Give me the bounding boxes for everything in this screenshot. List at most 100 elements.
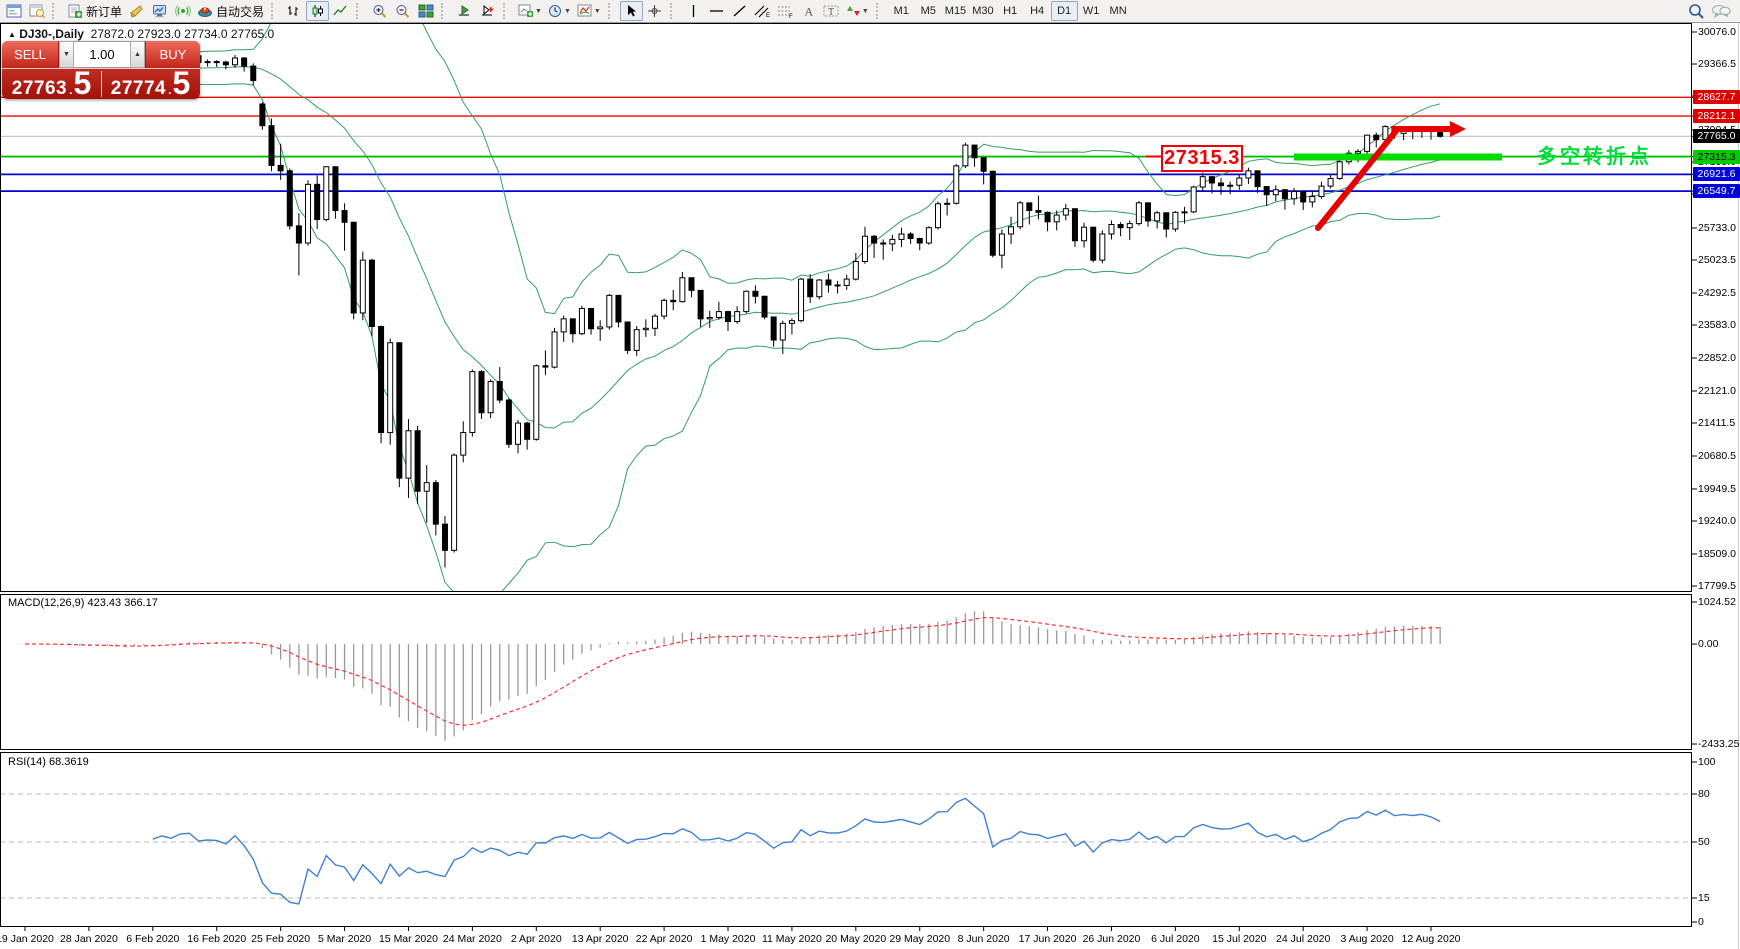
y-axis-label: 20680.5 xyxy=(1698,449,1736,462)
rsi-panel-lines xyxy=(1,793,1691,899)
y-axis-label: 18509.0 xyxy=(1698,547,1736,560)
tf-m1-button[interactable]: M1 xyxy=(893,5,909,17)
market-watch-icon[interactable] xyxy=(25,1,48,21)
sell-price-pips: 5 xyxy=(73,65,92,101)
macd-signal-line xyxy=(24,617,1441,726)
ohlc-high: 27923.0 xyxy=(137,27,181,41)
x-axis-label: 1 May 2020 xyxy=(700,933,756,945)
text-label-tool-icon[interactable]: T xyxy=(820,1,843,21)
fibonacci-tool-icon[interactable]: F xyxy=(774,1,797,21)
x-axis-label: 24 Jul 2020 xyxy=(1276,933,1331,945)
rsi-axis-label: 50 xyxy=(1698,836,1710,848)
toolbar-grip xyxy=(441,3,450,19)
rsi-axis-label: 15 xyxy=(1698,892,1710,904)
bar-chart-mode-icon[interactable] xyxy=(283,1,306,21)
x-axis-label: 11 May 2020 xyxy=(761,933,822,945)
panel-borders xyxy=(0,23,1739,949)
macd-axis-label: -2433.25 xyxy=(1698,738,1740,750)
candlestick-mode-icon[interactable] xyxy=(306,1,330,21)
sell-button[interactable]: SELL xyxy=(2,41,59,68)
ohlc-low: 27734.0 xyxy=(184,27,228,41)
price-callout-box[interactable]: 27315.3 xyxy=(1161,145,1243,172)
chevron-down-icon: ▼ xyxy=(861,7,869,15)
search-icon[interactable] xyxy=(1685,1,1708,21)
y-axis-label: 24292.5 xyxy=(1698,286,1736,299)
buy-price[interactable]: 27774. 5 xyxy=(101,67,200,99)
svg-text:T: T xyxy=(828,7,834,18)
new-chart-icon[interactable]: ▼ xyxy=(515,1,545,21)
vertical-line-tool-icon[interactable] xyxy=(682,1,705,21)
rsi-line xyxy=(152,797,1441,905)
horizontal-line-tool-icon[interactable] xyxy=(705,1,728,21)
macd-main-value: 423.43 xyxy=(87,597,122,609)
x-axis-label: 8 Jun 2020 xyxy=(957,933,1010,945)
axis-ticks xyxy=(24,31,1697,931)
toolbar-grip xyxy=(875,3,885,19)
tf-mn-button[interactable]: MN xyxy=(1109,5,1127,17)
tf-m5-button[interactable]: M5 xyxy=(920,5,936,17)
arrows-tool-icon[interactable]: ▼ xyxy=(843,1,872,21)
chevron-down-icon: ▼ xyxy=(563,7,571,15)
crosshair-icon[interactable] xyxy=(643,1,666,21)
price-level-badge: 28627.7 xyxy=(1693,90,1740,105)
x-axis-label: 2 Apr 2020 xyxy=(510,933,562,945)
toolbar-grip xyxy=(503,3,512,19)
text-tool-icon[interactable]: A xyxy=(797,1,820,21)
symbol-header: ▲ DJ30-,Daily 27872.0 27923.0 27734.0 27… xyxy=(8,27,274,41)
y-axis-label: 29366.5 xyxy=(1698,58,1736,71)
volume-input[interactable] xyxy=(74,41,130,68)
trendline-tool-icon[interactable] xyxy=(728,1,751,21)
tf-h4-button[interactable]: H4 xyxy=(1030,5,1045,17)
macd-indicator-label: MACD(12,26,9) 423.43 366.17 xyxy=(8,597,158,609)
rsi-axis-label: 100 xyxy=(1698,756,1716,768)
tile-windows-icon[interactable] xyxy=(414,1,437,21)
zoom-out-icon[interactable] xyxy=(391,1,414,21)
tf-m30-button[interactable]: M30 xyxy=(972,5,994,17)
x-axis-label: 5 Mar 2020 xyxy=(317,933,372,945)
tf-d1-button[interactable]: D1 xyxy=(1050,1,1078,21)
macd-signal-value: 366.17 xyxy=(124,597,158,609)
zoom-in-icon[interactable] xyxy=(368,1,391,21)
new-order-button[interactable]: 新订单 xyxy=(64,1,125,21)
y-axis-label: 19240.0 xyxy=(1698,514,1736,527)
price-level-badge: 26549.7 xyxy=(1693,184,1740,199)
price-divider xyxy=(101,71,102,97)
y-axis-label: 19949.5 xyxy=(1698,482,1736,495)
x-axis-label: 15 Mar 2020 xyxy=(378,933,438,945)
metaeditor-icon[interactable] xyxy=(125,1,148,21)
rsi-axis-label: 80 xyxy=(1698,788,1710,800)
autoscroll-icon[interactable] xyxy=(453,1,476,21)
buy-button[interactable]: BUY xyxy=(145,41,200,68)
autotrading-button[interactable]: 自动交易 xyxy=(194,1,267,21)
rsi-name: RSI(14) xyxy=(8,756,46,768)
signals-radar-icon[interactable] xyxy=(171,1,194,21)
x-axis-label: 13 Apr 2020 xyxy=(571,933,629,945)
volume-decrease-button[interactable]: ▼ xyxy=(59,41,74,68)
cursor-icon[interactable] xyxy=(619,1,643,21)
profiles-clock-icon[interactable]: ▼ xyxy=(545,1,574,21)
x-axis-label: 29 May 2020 xyxy=(889,933,951,945)
y-axis-label: 22121.0 xyxy=(1698,384,1736,397)
toolbar-grip xyxy=(271,3,280,19)
y-axis-label: 17799.5 xyxy=(1698,580,1736,592)
turning-point-label[interactable]: 多空转折点 xyxy=(1537,146,1652,168)
tf-h1-button[interactable]: H1 xyxy=(1003,5,1018,17)
tf-w1-button[interactable]: W1 xyxy=(1082,5,1100,17)
indicators-icon[interactable]: ▼ xyxy=(574,1,604,21)
chart-shift-icon[interactable] xyxy=(476,1,499,21)
y-axis-label: 25023.5 xyxy=(1698,254,1736,266)
terminal-panel-icon[interactable] xyxy=(2,1,25,21)
chat-icon[interactable] xyxy=(1708,1,1734,21)
chart-region: ▲ DJ30-,Daily 27872.0 27923.0 27734.0 27… xyxy=(0,23,1740,949)
channel-tool-icon[interactable]: E xyxy=(751,1,774,21)
tf-m15-button[interactable]: M15 xyxy=(944,5,967,17)
macd-axis-label: 1024.52 xyxy=(1698,596,1736,608)
volume-increase-button[interactable]: ▲ xyxy=(130,41,145,68)
terminal-monitor-icon[interactable] xyxy=(148,1,171,21)
sell-price[interactable]: 27763. 5 xyxy=(2,65,101,101)
price-level-badge: 26921.6 xyxy=(1693,167,1740,182)
line-chart-mode-icon[interactable] xyxy=(329,1,352,21)
collapse-arrow-icon[interactable]: ▲ xyxy=(8,30,16,39)
